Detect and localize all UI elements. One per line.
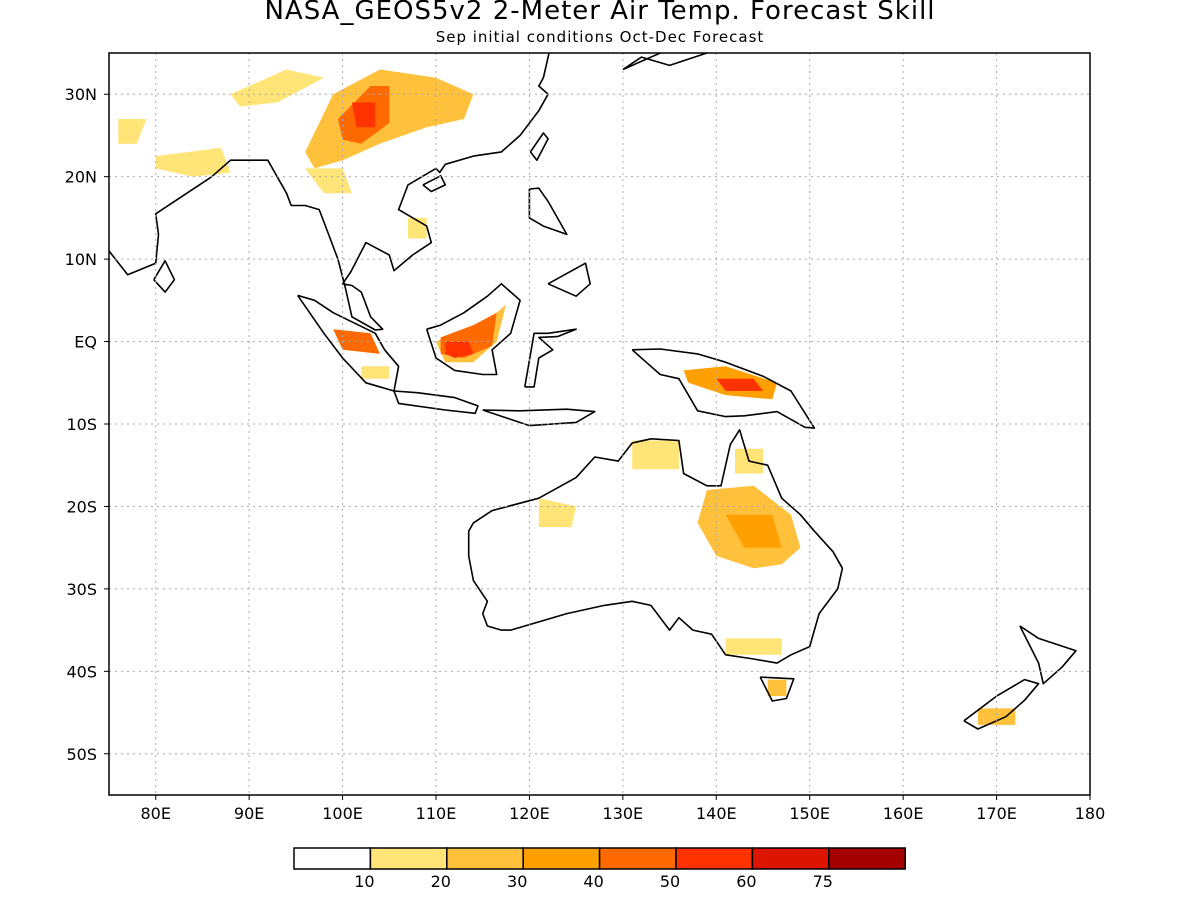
colorbar-swatch (751, 847, 830, 870)
colorbar-label: 50 (660, 872, 680, 891)
colorbar-swatch (675, 847, 754, 870)
colorbar-label: 40 (583, 872, 603, 891)
colorbar-swatch (446, 847, 524, 870)
coastline-mindanao (547, 262, 592, 298)
x-tick-label: 90E (234, 804, 264, 823)
x-tick-label: 150E (789, 804, 830, 823)
coastline-australia (467, 428, 844, 664)
x-tick-label: 100E (322, 804, 363, 823)
x-tick-label: 80E (140, 804, 170, 823)
gridlines (109, 53, 1090, 795)
y-tick-label: 30N (65, 85, 97, 104)
skill-region-india-north-patch (118, 119, 147, 144)
colorbar-label: 60 (736, 872, 756, 891)
coastline-borneo (425, 282, 521, 376)
title-bar: NASA_GEOS5v2 2-Meter Air Temp. Forecast … (0, 0, 1200, 52)
coastline-sri-lanka (153, 259, 176, 293)
chart-subtitle: Sep initial conditions Oct-Dec Forecast (435, 28, 765, 46)
colorbar-swatch (522, 847, 601, 870)
coastline-asia-mainland (109, 53, 615, 331)
colorbar: 10 20 30 40 50 60 75 (293, 847, 906, 891)
coastline-sulawesi (524, 328, 577, 388)
colorbar-label: 10 (354, 872, 374, 891)
x-tick-label: 110E (416, 804, 457, 823)
coastline-new-guinea (631, 348, 816, 429)
y-tick-label: 30S (66, 580, 97, 599)
y-tick-label: 10N (65, 250, 97, 269)
skill-region-indochina-north (305, 168, 352, 194)
skill-region-australia-inner (725, 514, 782, 548)
skill-region-australia-north-coast (632, 440, 679, 470)
map-frame (108, 52, 1091, 796)
longitude-axis: 80E 90E 100E 110E 120E 130E 140E 150E 160E 170E 18… (140, 795, 1105, 823)
coastline-luzon (528, 187, 568, 236)
coastline-nz-north (1019, 625, 1077, 685)
skill-shading-layer (118, 69, 1016, 725)
colorbar-label: 30 (507, 872, 527, 891)
x-tick-label: 180 (1075, 804, 1106, 823)
skill-region-australia-west (538, 498, 577, 528)
colorbar-swatch (369, 847, 448, 870)
colorbar-swatch (828, 847, 906, 870)
skill-region-sichuan-hot (351, 102, 376, 128)
coastline-hainan (422, 175, 447, 193)
x-tick-label: 170E (976, 804, 1017, 823)
y-tick-label: 20S (66, 497, 97, 516)
x-tick-label: 160E (883, 804, 924, 823)
coastline-sumatra (297, 294, 400, 392)
coastline-tasmania (759, 676, 795, 702)
latitude-axis: 30N 20N 10N EQ 10S 20S 30S 40S 50S (65, 85, 109, 764)
x-tick-label: 130E (603, 804, 644, 823)
colorbar-label: 75 (813, 872, 833, 891)
chart-title: NASA_GEOS5v2 2-Meter Air Temp. Forecast … (264, 0, 936, 26)
y-tick-label: EQ (74, 333, 97, 352)
skill-region-nz-south-patch (977, 708, 1016, 725)
x-tick-label: 120E (509, 804, 550, 823)
skill-region-india-central (155, 147, 231, 177)
skill-region-sumatra-south (361, 366, 390, 379)
colorbar-label: 20 (431, 872, 451, 891)
coastline-nz-south (963, 678, 1040, 730)
skill-region-new-guinea-core (716, 378, 763, 391)
coastline-java (393, 390, 479, 415)
y-tick-label: 10S (66, 415, 97, 434)
coastline-japan-honshu (622, 53, 709, 71)
coastline-taiwan (529, 132, 549, 161)
skill-region-tibet-west (230, 69, 324, 107)
colorbar-swatch (598, 847, 677, 870)
x-tick-label: 140E (696, 804, 737, 823)
y-tick-label: 20N (65, 168, 97, 187)
colorbar-swatch (293, 847, 372, 870)
y-tick-label: 40S (66, 662, 97, 681)
skill-region-borneo-core (445, 341, 474, 358)
skill-region-tasmania-patch (767, 679, 787, 697)
y-tick-label: 50S (66, 745, 97, 764)
coastline-lesser-sunda (482, 408, 596, 427)
skill-region-australia-southeast (725, 638, 782, 655)
coastline-layer (109, 53, 1077, 730)
